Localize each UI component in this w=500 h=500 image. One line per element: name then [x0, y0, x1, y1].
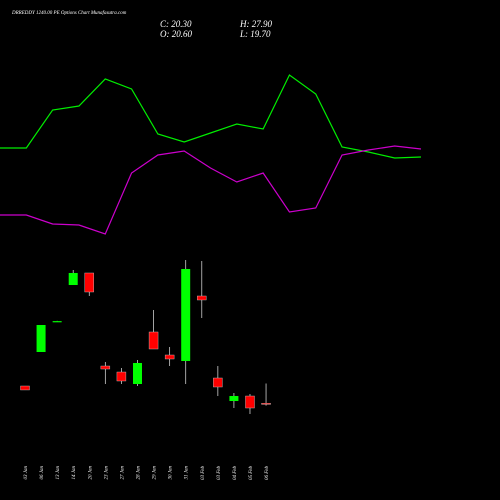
candle-body [181, 268, 191, 361]
candle-body [20, 385, 30, 391]
x-tick-label: 31 Jan [185, 466, 190, 480]
x-tick-label: 06 Feb [265, 466, 270, 481]
stat-open: O: 20.60 [160, 29, 192, 39]
x-tick-label: 04 Feb [233, 466, 238, 481]
candle-body [229, 396, 239, 402]
candle-body [100, 365, 111, 370]
candle-body [197, 295, 207, 301]
stat-low: L: 19.70 [239, 29, 271, 39]
candle-body [52, 321, 62, 323]
x-tick-label: 03 Feb [201, 466, 206, 481]
x-tick-label: 03 Jan [24, 466, 29, 480]
stat-close: C: 20.30 [160, 19, 192, 29]
x-tick-label: 20 Jan [88, 466, 93, 480]
candle-body [84, 272, 94, 293]
candle-body [245, 395, 255, 409]
stat-high: H: 27.90 [239, 19, 272, 29]
candle-body [164, 354, 175, 360]
x-tick-label: 14 Jan [72, 466, 77, 480]
chart-title: DRREDDY 1240.00 PE Options Chart Munafas… [11, 11, 127, 16]
candle-body [36, 324, 46, 353]
candle-body [148, 331, 159, 350]
x-tick-label: 23 Jan [104, 466, 109, 480]
candle-body [116, 371, 127, 382]
x-tick-label: 30 Jan [169, 466, 174, 480]
candle-body [68, 272, 78, 286]
candle-body [261, 402, 271, 405]
candle-body [132, 362, 142, 384]
x-tick-label: 27 Jan [120, 466, 125, 480]
x-tick-label: 28 Jan [136, 466, 141, 480]
indicator-line [0, 145, 422, 235]
x-tick-label: 29 Jan [153, 466, 158, 480]
x-tick-label: 05 Feb [249, 466, 254, 481]
x-tick-label: 06 Jan [40, 466, 45, 480]
candle-body [213, 377, 223, 388]
indicator-line [0, 74, 422, 159]
x-tick-label: 13 Jan [56, 466, 61, 480]
x-tick-label: 03 Feb [217, 466, 222, 481]
